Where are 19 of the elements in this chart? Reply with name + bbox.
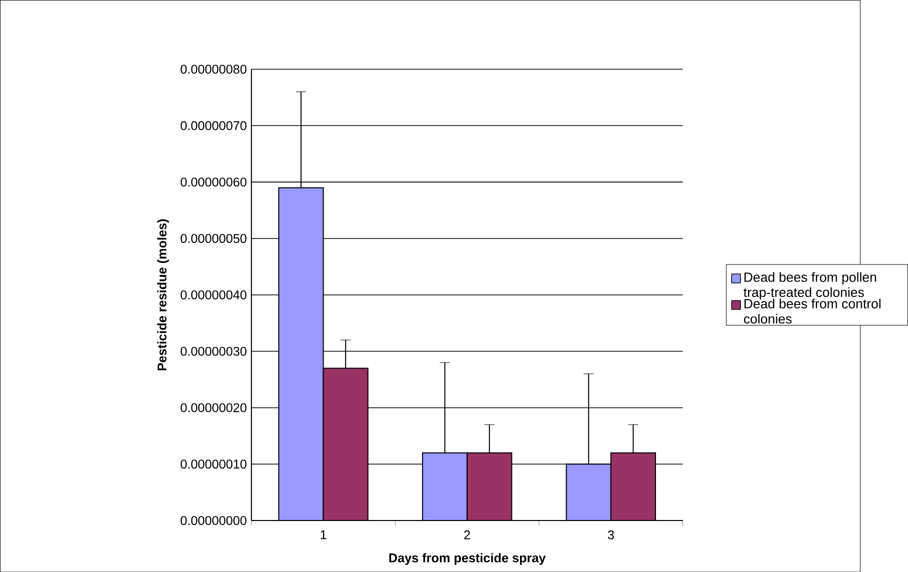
bar [323,368,368,520]
x-axis-title: Days from pesticide spray [389,552,546,565]
y-axis-title: Pesticide residue (moles) [157,219,169,370]
x-tick-label: 2 [464,530,470,540]
legend-label: Dead bees from control colonies [744,298,880,324]
y-tick-label: 0.00000060 [180,177,246,186]
bar [467,452,512,520]
y-tick-label: 0.00000010 [180,460,246,468]
y-tick-label: 0.00000050 [180,234,246,243]
legend-label: Dead bees from pollen trap-treated colonies [744,272,876,300]
x-tick-label: 3 [608,530,614,540]
bar [610,452,656,520]
y-tick-label: 0.00000080 [180,64,246,74]
y-tick-label: 0.00000000 [180,516,246,525]
y-tick-label: 0.00000040 [180,290,246,300]
y-tick-label: 0.00000070 [180,121,246,130]
y-tick-label: 0.00000020 [180,403,246,412]
x-tick-label: 1 [320,530,326,539]
y-tick-label: 0.00000030 [180,346,246,356]
